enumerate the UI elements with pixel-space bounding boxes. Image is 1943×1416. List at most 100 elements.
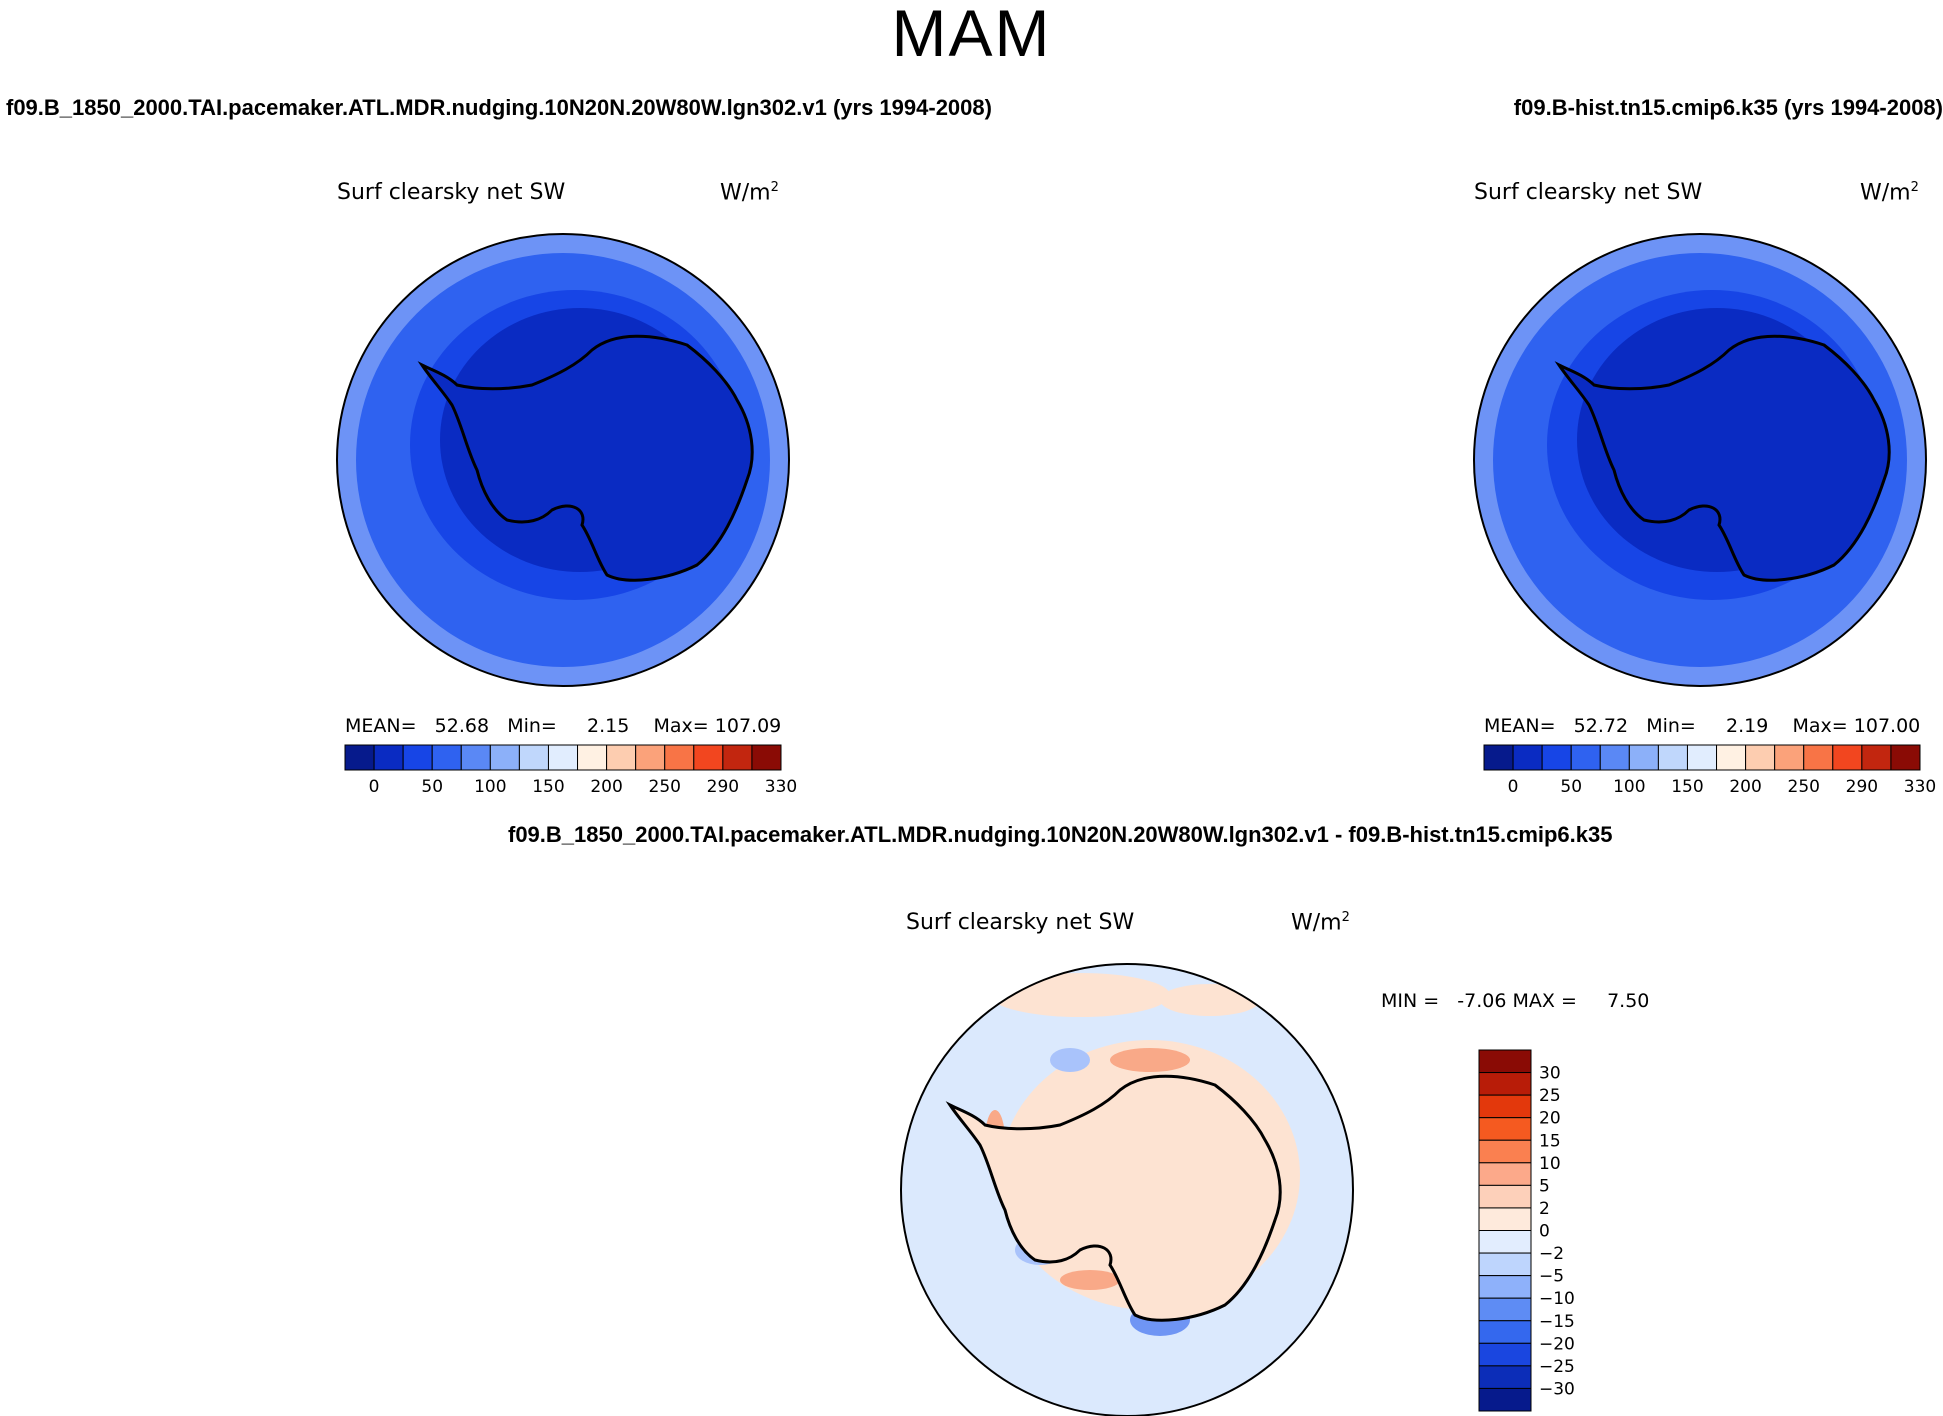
- right-colorbar-swatch-3: [1570, 744, 1601, 771]
- left-variable-label: Surf clearsky net SW: [337, 180, 566, 205]
- right-colorbar-swatch-9: [1745, 744, 1776, 771]
- diff-positive-arc-2: [1160, 984, 1260, 1016]
- diff-colorbar-label-5: 5: [1539, 1176, 1550, 1196]
- right-stats: MEAN= 52.72 Min= 2.19 Max= 107.00: [1484, 715, 1921, 737]
- right-colorbar-swatch-2: [1541, 744, 1572, 771]
- right-colorbar-label-5: 250: [1788, 777, 1820, 797]
- right-variable-label: Surf clearsky net SW: [1474, 180, 1703, 205]
- diff-panel-title: f09.B_1850_2000.TAI.pacemaker.ATL.MDR.nu…: [508, 822, 1613, 847]
- diff-colorbar-label-4: 10: [1539, 1154, 1561, 1174]
- left-colorbar-swatch-9: [606, 744, 637, 771]
- left-colorbar: 0 50 100 150 200 250 290 330: [344, 744, 797, 797]
- left-colorbar-swatch-8: [577, 744, 608, 771]
- diff-map: [901, 964, 1353, 1416]
- right-colorbar-swatch-8: [1716, 744, 1747, 771]
- right-map-border: [1473, 233, 1927, 687]
- left-colorbar-swatch-11: [664, 744, 695, 771]
- right-colorbar-swatch-11: [1803, 744, 1834, 771]
- right-colorbar-swatch-5: [1628, 744, 1659, 771]
- season-title: MAM: [891, 0, 1052, 70]
- right-colorbar-swatch-0: [1483, 744, 1514, 771]
- diff-colorbar-label-10: −10: [1539, 1289, 1575, 1309]
- diff-colorbar-label-0: 30: [1539, 1064, 1561, 1084]
- left-colorbar-swatch-4: [460, 744, 491, 771]
- diff-colorbar-swatch-12: [1478, 1320, 1532, 1344]
- diff-variable-label: Surf clearsky net SW: [906, 910, 1135, 935]
- right-colorbar-label-3: 150: [1671, 777, 1703, 797]
- right-colorbar-swatch-10: [1774, 744, 1805, 771]
- diff-colorbar-label-13: −25: [1539, 1357, 1575, 1377]
- left-colorbar-swatch-5: [489, 744, 520, 771]
- diff-colorbar-swatch-0: [1478, 1049, 1532, 1074]
- left-colorbar-swatch-2: [402, 744, 433, 771]
- left-colorbar-label-1: 50: [421, 777, 443, 797]
- right-units-label: W/m2: [1860, 180, 1919, 206]
- left-stats: MEAN= 52.68 Min= 2.15 Max= 107.09: [345, 715, 782, 737]
- diff-colorbar-swatch-15: [1478, 1387, 1532, 1412]
- left-map: [337, 234, 789, 686]
- diff-colorbar-label-7: 0: [1539, 1222, 1550, 1242]
- left-colorbar-swatch-3: [431, 744, 462, 771]
- left-colorbar-label-4: 200: [590, 777, 622, 797]
- diff-colorbar-swatch-13: [1478, 1342, 1532, 1367]
- left-colorbar-swatch-10: [635, 744, 666, 771]
- left-colorbar-swatch-12: [693, 744, 724, 771]
- right-panel-title: f09.B-hist.tn15.cmip6.k35 (yrs 1994-2008…: [1513, 95, 1943, 120]
- right-colorbar-label-2: 100: [1613, 777, 1645, 797]
- left-units-label: W/m2: [720, 180, 779, 206]
- diff-colorbar-swatch-4: [1478, 1139, 1532, 1164]
- right-colorbar-swatch-4: [1599, 744, 1630, 771]
- right-colorbar-swatch-12: [1832, 744, 1863, 771]
- left-colorbar-label-5: 250: [649, 777, 681, 797]
- diff-colorbar-label-11: −15: [1539, 1312, 1575, 1332]
- left-colorbar-label-3: 150: [532, 777, 564, 797]
- diff-colorbar-label-3: 15: [1539, 1131, 1561, 1151]
- diff-colorbar-label-6: 2: [1539, 1199, 1550, 1219]
- diff-colorbar-swatch-3: [1478, 1117, 1532, 1141]
- diff-colorbar-swatch-10: [1478, 1275, 1532, 1299]
- left-colorbar-label-2: 100: [474, 777, 506, 797]
- left-map-border: [336, 233, 790, 687]
- diff-colorbar-label-8: −2: [1539, 1244, 1564, 1264]
- right-colorbar-swatch-13: [1861, 744, 1892, 771]
- left-colorbar-label-7: 330: [765, 777, 797, 797]
- diff-positive-arc: [990, 973, 1170, 1017]
- right-colorbar-swatch-14: [1890, 744, 1921, 771]
- diff-positive-strong-1: [1110, 1048, 1190, 1072]
- right-colorbar-label-0: 0: [1508, 777, 1519, 797]
- left-panel-title: f09.B_1850_2000.TAI.pacemaker.ATL.MDR.nu…: [6, 95, 992, 120]
- diff-negative-1: [1050, 1048, 1090, 1072]
- diff-positive-strong-2: [1060, 1270, 1120, 1290]
- right-colorbar-swatch-1: [1512, 744, 1543, 771]
- left-colorbar-swatch-13: [722, 744, 753, 771]
- right-colorbar-swatch-7: [1686, 744, 1718, 771]
- diff-colorbar-label-14: −30: [1539, 1379, 1575, 1399]
- left-colorbar-swatch-1: [373, 744, 404, 771]
- right-colorbar: 0 50 100 150 200 250 290 330: [1483, 744, 1936, 797]
- diff-colorbar-swatch-2: [1478, 1094, 1532, 1119]
- right-map: [1474, 234, 1926, 686]
- diff-colorbar-label-2: 20: [1539, 1109, 1561, 1129]
- diff-colorbar-swatch-5: [1478, 1162, 1532, 1186]
- diff-stats: MIN = -7.06 MAX = 7.50: [1381, 990, 1650, 1012]
- diff-colorbar-swatch-9: [1478, 1252, 1532, 1277]
- right-colorbar-swatch-6: [1657, 744, 1688, 771]
- diff-colorbar-swatch-11: [1478, 1297, 1532, 1322]
- diff-colorbar-label-12: −20: [1539, 1334, 1575, 1354]
- left-colorbar-label-0: 0: [369, 777, 380, 797]
- right-colorbar-label-1: 50: [1560, 777, 1582, 797]
- left-colorbar-swatch-6: [518, 744, 549, 771]
- diff-colorbar-swatch-14: [1478, 1365, 1532, 1389]
- right-colorbar-label-6: 290: [1846, 777, 1878, 797]
- left-colorbar-swatch-0: [344, 744, 375, 771]
- diff-colorbar-swatch-1: [1478, 1072, 1532, 1096]
- right-colorbar-label-7: 330: [1904, 777, 1936, 797]
- diff-colorbar-swatch-8: [1478, 1230, 1532, 1254]
- diff-colorbar-swatch-6: [1478, 1184, 1532, 1209]
- left-colorbar-swatch-7: [547, 744, 579, 771]
- diff-colorbar-label-1: 25: [1539, 1086, 1561, 1106]
- right-colorbar-label-4: 200: [1729, 777, 1761, 797]
- left-colorbar-label-6: 290: [707, 777, 739, 797]
